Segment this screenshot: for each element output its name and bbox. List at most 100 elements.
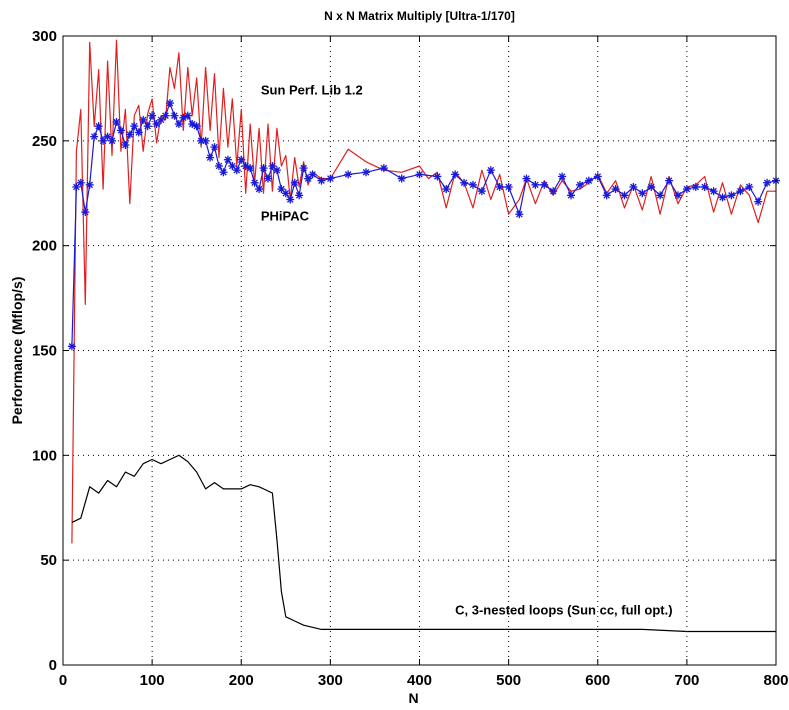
data-point-phipac	[259, 164, 268, 173]
data-point-phipac	[94, 122, 103, 131]
x-tick-label: 0	[59, 672, 67, 689]
data-point-phipac	[549, 187, 558, 196]
x-tick-label: 700	[674, 672, 699, 689]
annotation-sun-perf-lib: Sun Perf. Lib 1.2	[261, 83, 363, 98]
annotation-c-nested-loops: C, 3-nested loops (Sun cc, full opt.)	[455, 603, 672, 618]
x-tick-label: 300	[318, 672, 343, 689]
data-point-phipac	[451, 170, 460, 179]
data-point-phipac	[540, 180, 549, 189]
data-point-phipac	[201, 136, 210, 145]
data-point-phipac	[67, 342, 76, 351]
data-point-phipac	[223, 155, 232, 164]
data-point-phipac	[477, 187, 486, 196]
chart-title: N x N Matrix Multiply [Ultra-1/170]	[324, 9, 515, 23]
data-point-phipac	[290, 178, 299, 187]
data-point-phipac	[468, 180, 477, 189]
data-point-phipac	[170, 111, 179, 120]
data-point-phipac	[379, 164, 388, 173]
y-tick-label: 100	[32, 447, 57, 464]
y-tick-label: 0	[49, 657, 57, 674]
data-point-phipac	[656, 191, 665, 200]
data-point-phipac	[415, 170, 424, 179]
data-point-phipac	[754, 197, 763, 206]
data-point-phipac	[647, 182, 656, 191]
x-tick-label: 400	[407, 672, 432, 689]
data-point-phipac	[255, 185, 264, 194]
data-point-phipac	[531, 180, 540, 189]
data-point-phipac	[665, 176, 674, 185]
data-point-phipac	[192, 122, 201, 131]
data-point-phipac	[272, 166, 281, 175]
data-point-phipac	[620, 191, 629, 200]
data-point-phipac	[433, 172, 442, 181]
data-point-phipac	[299, 164, 308, 173]
data-point-phipac	[567, 191, 576, 200]
data-point-phipac	[281, 189, 290, 198]
x-tick-label: 100	[140, 672, 165, 689]
data-point-phipac	[295, 191, 304, 200]
y-tick-label: 50	[40, 552, 57, 569]
data-point-phipac	[85, 180, 94, 189]
data-point-phipac	[397, 174, 406, 183]
data-point-phipac	[121, 141, 130, 150]
data-point-phipac	[206, 153, 215, 162]
data-point-phipac	[362, 168, 371, 177]
data-point-phipac	[308, 170, 317, 179]
data-point-phipac	[638, 189, 647, 198]
data-point-phipac	[344, 170, 353, 179]
data-point-phipac	[727, 191, 736, 200]
data-point-phipac	[286, 195, 295, 204]
x-tick-label: 600	[585, 672, 610, 689]
data-point-phipac	[219, 168, 228, 177]
data-point-phipac	[76, 178, 85, 187]
annotation-phipac: PHiPAC	[261, 209, 310, 224]
y-axis-label: Performance (Mflop/s)	[9, 277, 25, 425]
data-point-phipac	[691, 182, 700, 191]
data-point-phipac	[584, 176, 593, 185]
data-point-phipac	[673, 191, 682, 200]
data-point-phipac	[116, 126, 125, 135]
data-point-phipac	[558, 172, 567, 181]
data-point-phipac	[745, 182, 754, 191]
data-point-phipac	[495, 182, 504, 191]
y-tick-label: 200	[32, 238, 57, 255]
data-point-phipac	[143, 122, 152, 131]
data-point-phipac	[112, 117, 121, 126]
data-point-phipac	[515, 210, 524, 219]
data-point-phipac	[125, 130, 134, 139]
data-point-phipac	[210, 143, 219, 152]
data-point-phipac	[183, 111, 192, 120]
data-point-phipac	[522, 174, 531, 183]
data-point-phipac	[246, 164, 255, 173]
data-point-phipac	[575, 180, 584, 189]
data-point-phipac	[629, 182, 638, 191]
data-point-phipac	[232, 166, 241, 175]
x-tick-label: 800	[763, 672, 788, 689]
data-point-phipac	[165, 99, 174, 108]
data-point-phipac	[174, 120, 183, 129]
data-point-phipac	[90, 132, 99, 141]
data-point-phipac	[593, 172, 602, 181]
data-point-phipac	[317, 176, 326, 185]
data-point-phipac	[602, 191, 611, 200]
data-point-phipac	[718, 193, 727, 202]
data-point-phipac	[709, 187, 718, 196]
data-point-phipac	[237, 155, 246, 164]
data-point-phipac	[326, 174, 335, 183]
data-point-phipac	[442, 185, 451, 194]
data-point-phipac	[504, 182, 513, 191]
data-point-phipac	[736, 187, 745, 196]
x-tick-label: 200	[229, 672, 254, 689]
y-tick-label: 300	[32, 28, 57, 45]
axis-ticks: 0 100 200 300 400 500 600 700 800 0 50 100 150 200 250…	[32, 28, 789, 689]
data-point-phipac	[682, 185, 691, 194]
x-axis-label: N	[408, 690, 418, 706]
data-point-phipac	[486, 166, 495, 175]
x-tick-label: 500	[496, 672, 521, 689]
data-point-phipac	[700, 182, 709, 191]
data-point-phipac	[161, 111, 170, 120]
data-point-phipac	[148, 111, 157, 120]
data-point-phipac	[214, 161, 223, 170]
data-point-phipac	[134, 128, 143, 137]
